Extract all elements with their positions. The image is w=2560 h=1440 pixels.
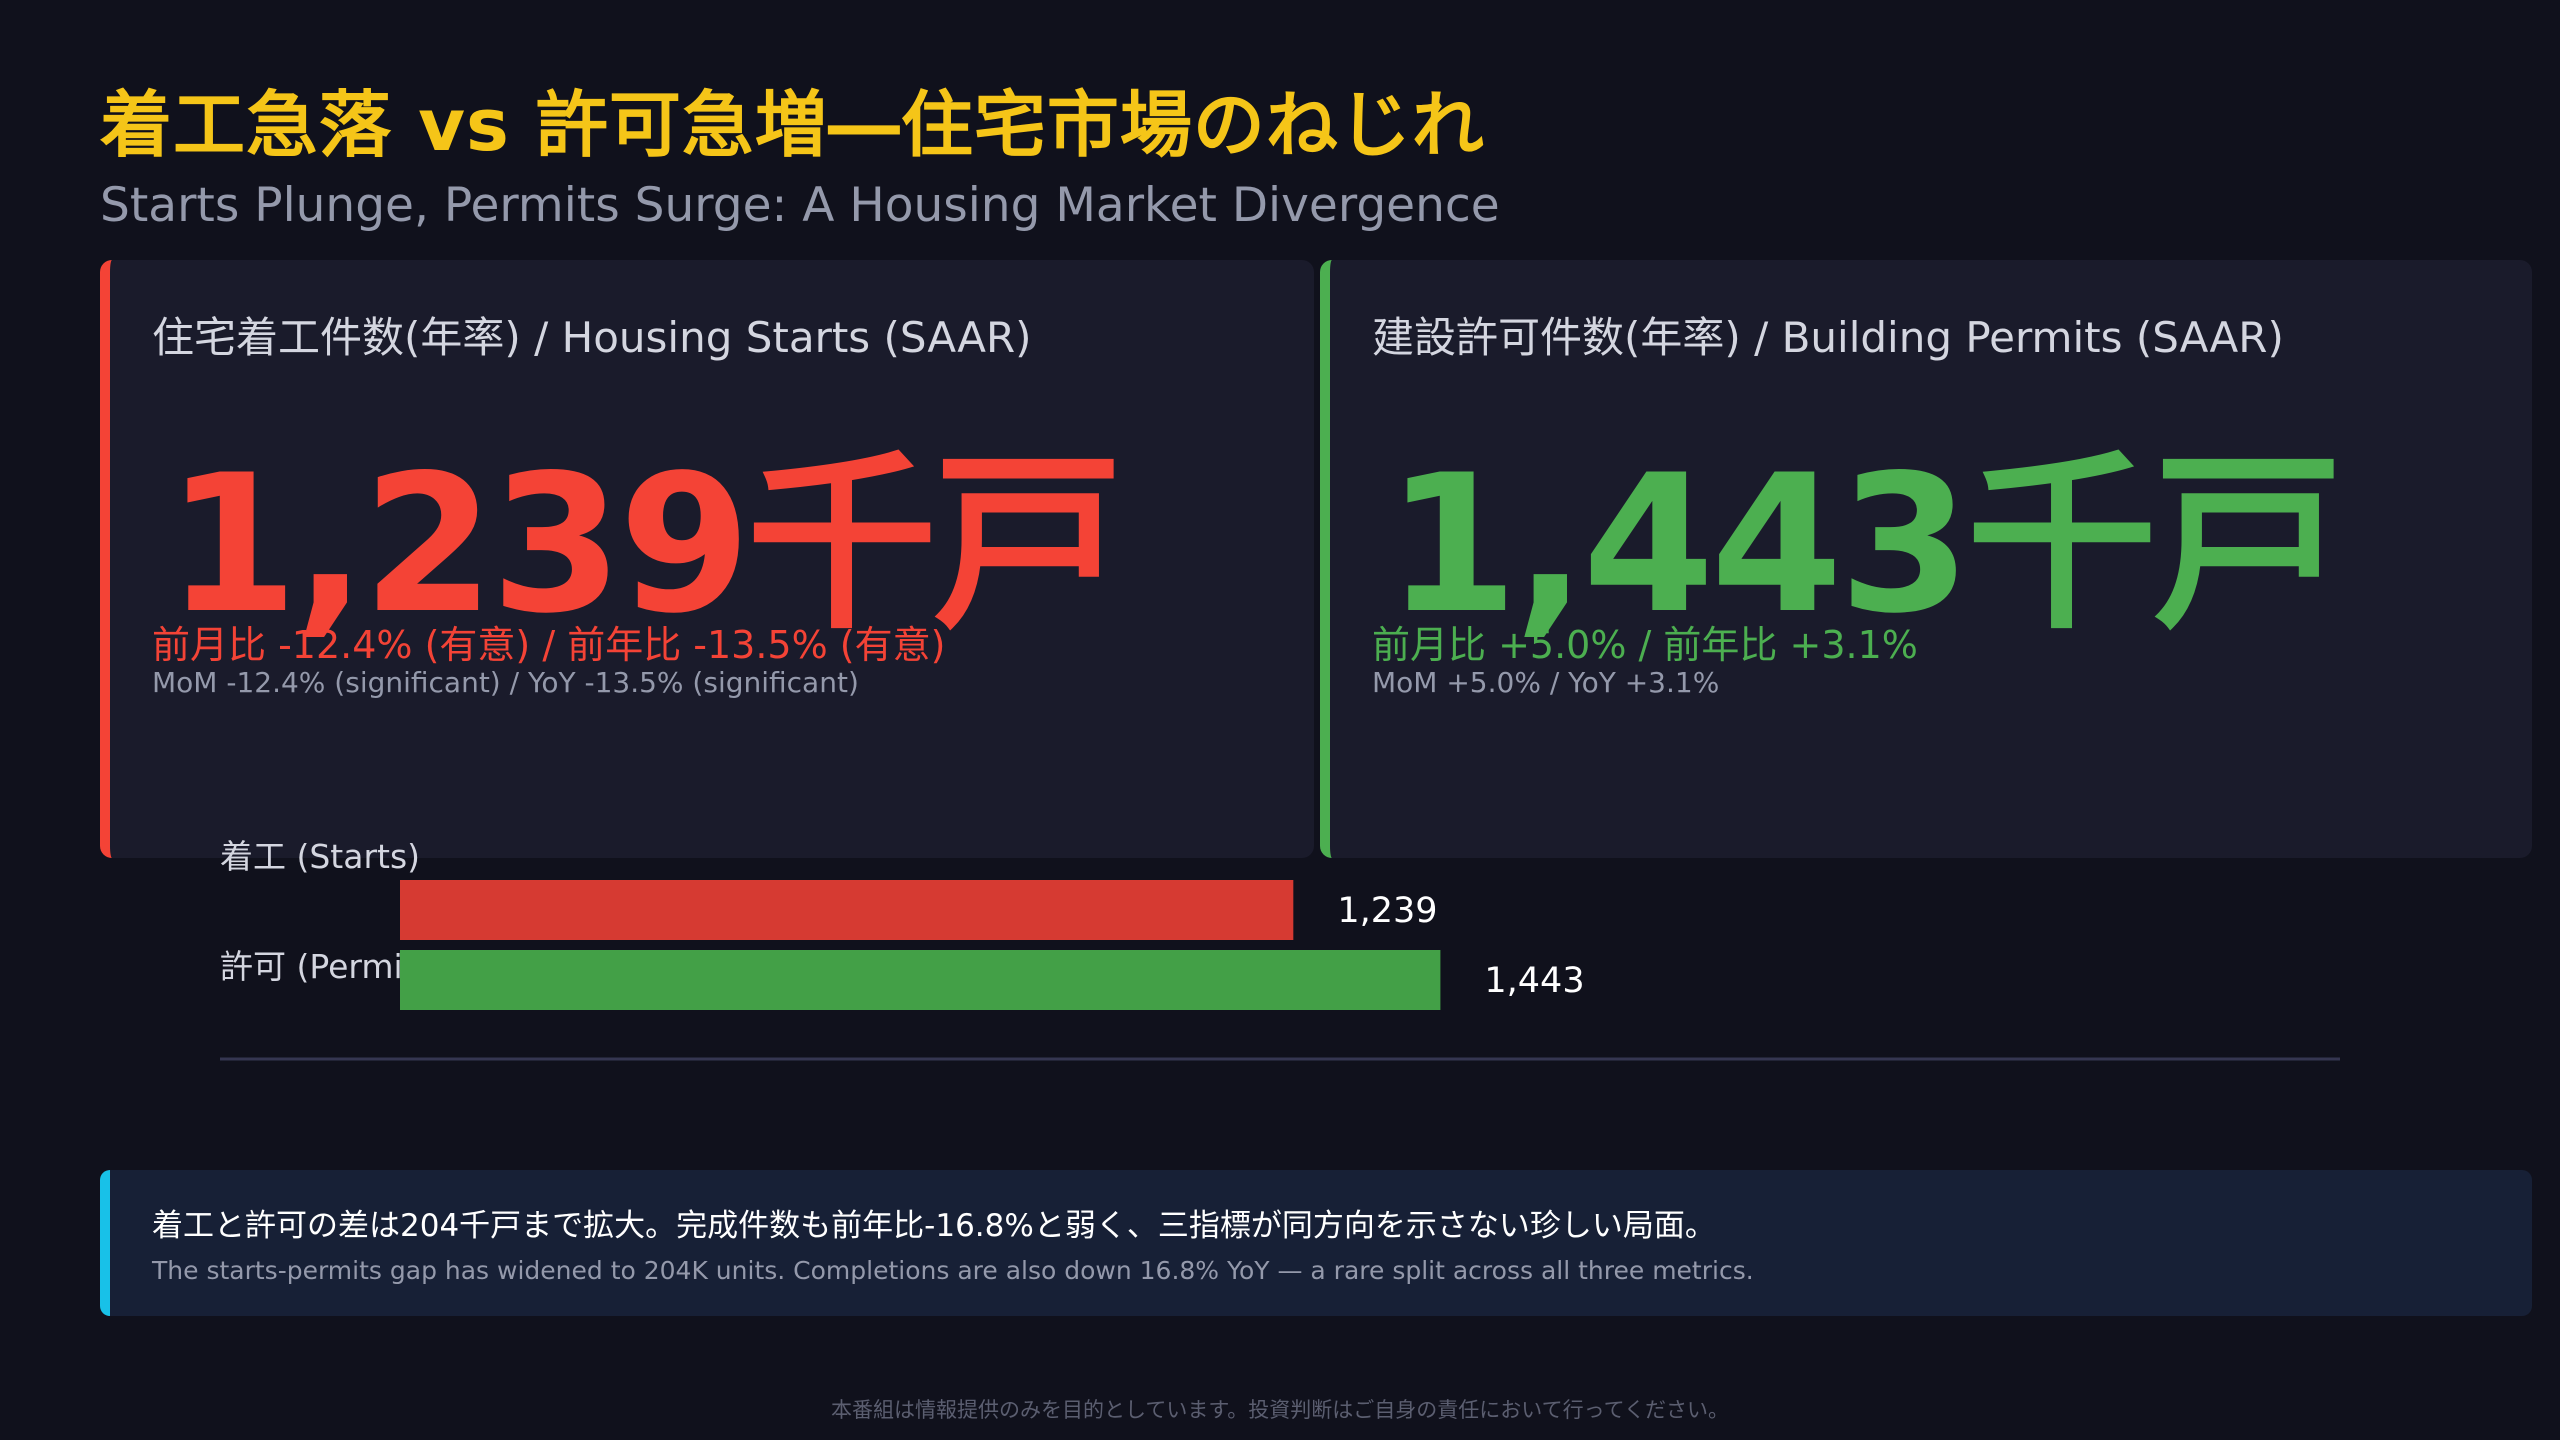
housing-starts-value: 1,239千戸 (166, 434, 1123, 655)
building-permits-label: 建設許可件数(年率) / Building Permits (SAAR) (1372, 313, 2284, 362)
building-permits-value: 1,443千戸 (1386, 434, 2343, 655)
insight-note-jp: 着工と許可の差は204千戸まで拡大。完成件数も前年比-16.8%と弱く、三指標が… (152, 1208, 1716, 1244)
bar-value-label: 1,239 (1337, 891, 1437, 931)
category-label: 着工 (Starts) (220, 837, 420, 876)
disclaimer: 本番組は情報提供のみを目的としています。投資判断はご自身の責任において行ってくだ… (831, 1398, 1729, 1422)
building-permits-card: 建設許可件数(年率) / Building Permits (SAAR) 1,4… (1320, 260, 2532, 858)
page-subtitle: Starts Plunge, Permits Surge: A Housing … (100, 178, 1500, 233)
page-title: 着工急落 vs 許可急増―住宅市場のねじれ (100, 83, 1485, 167)
insight-note-en: The starts-permits gap has widened to 20… (152, 1256, 1754, 1285)
bar (400, 880, 1294, 940)
housing-starts-change-en: MoM -12.4% (significant) / YoY -13.5% (s… (152, 666, 859, 699)
housing-starts-change: 前月比 -12.4% (有意) / 前年比 -13.5% (有意) (152, 623, 946, 667)
bar (400, 950, 1441, 1010)
housing-starts-label: 住宅着工件数(年率) / Housing Starts (SAAR) (152, 313, 1032, 362)
building-permits-change: 前月比 +5.0% / 前年比 +3.1% (1372, 623, 1918, 667)
insight-note: 着工と許可の差は204千戸まで拡大。完成件数も前年比-16.8%と弱く、三指標が… (100, 1170, 2532, 1316)
housing-starts-card: 住宅着工件数(年率) / Housing Starts (SAAR) 1,239… (100, 260, 1314, 858)
building-permits-change-en: MoM +5.0% / YoY +3.1% (1372, 666, 1720, 699)
bar-value-label: 1,443 (1484, 961, 1584, 1001)
